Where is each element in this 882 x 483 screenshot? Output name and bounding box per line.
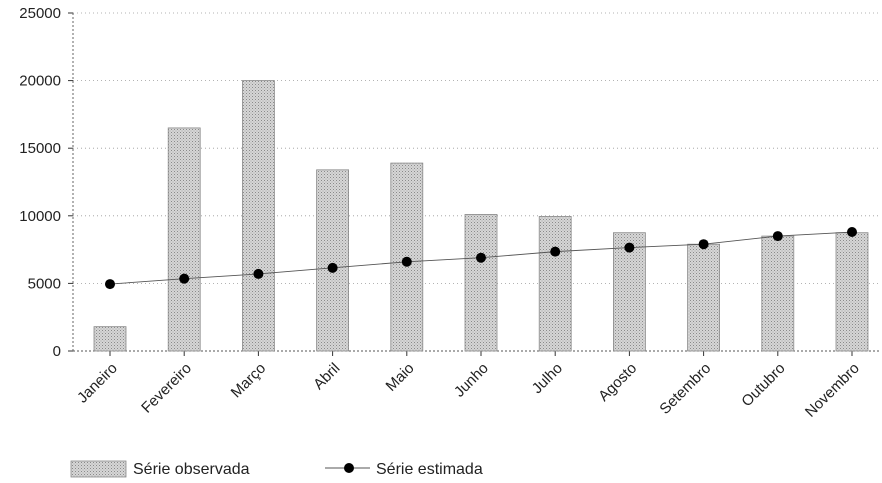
estimated-point-março — [253, 268, 264, 279]
y-tick-label: 10000 — [19, 208, 61, 225]
x-tick-label: Janeiro — [74, 360, 121, 407]
estimated-point-fevereiro — [179, 273, 190, 284]
x-tick-label: Setembro — [656, 360, 714, 418]
estimated-point-setembro — [698, 239, 709, 250]
x-tick-label: Outubro — [738, 360, 788, 410]
bar-series — [93, 80, 869, 352]
legend-label-estimated: Série estimada — [376, 461, 483, 478]
estimated-point-outubro — [772, 231, 783, 242]
estimated-point-maio — [401, 256, 412, 267]
x-axis: Janeiro Fevereiro Março Abril Maio Junho Julho… — [73, 350, 880, 421]
bar-novembro — [835, 232, 869, 352]
estimated-point-abril — [327, 262, 338, 273]
y-tick-label: 15000 — [19, 140, 61, 157]
x-tick-label: Novembro — [802, 360, 863, 421]
legend-label-observed: Série observada — [133, 461, 250, 478]
bar-setembro — [687, 243, 720, 352]
bar-fevereiro — [167, 127, 201, 352]
estimated-point-janeiro — [105, 279, 115, 290]
y-axis: 0 5000 10000 15000 20000 25000 — [19, 5, 74, 360]
y-tick-label: 20000 — [19, 73, 61, 90]
estimated-point-novembro — [847, 227, 857, 238]
bar-outubro — [761, 235, 795, 352]
x-tick-label: Março — [228, 360, 269, 401]
line-series — [105, 227, 857, 290]
x-tick-label: Maio — [383, 360, 418, 395]
estimated-point-agosto — [624, 242, 635, 253]
gridlines — [73, 12, 880, 284]
x-tick-label: Junho — [451, 360, 492, 401]
x-tick-label: Fevereiro — [138, 360, 195, 417]
legend-swatch-estimated-marker — [344, 463, 354, 473]
bar-janeiro — [93, 326, 127, 352]
estimated-point-junho — [476, 252, 486, 263]
estimated-point-julho — [550, 246, 561, 257]
y-tick-label: 25000 — [19, 5, 61, 22]
x-tick-label: Abril — [310, 360, 343, 393]
y-tick-label: 0 — [53, 343, 61, 360]
bar-julho — [538, 216, 572, 352]
bar-junho — [464, 214, 498, 352]
x-tick-label: Agosto — [595, 360, 640, 405]
legend-swatch-observed — [70, 460, 127, 478]
y-tick-label: 5000 — [28, 275, 61, 292]
bar-abril — [316, 169, 350, 352]
legend: Série observada Série estimada — [70, 460, 483, 478]
x-tick-label: Julho — [529, 360, 566, 397]
bar-março — [241, 80, 275, 352]
